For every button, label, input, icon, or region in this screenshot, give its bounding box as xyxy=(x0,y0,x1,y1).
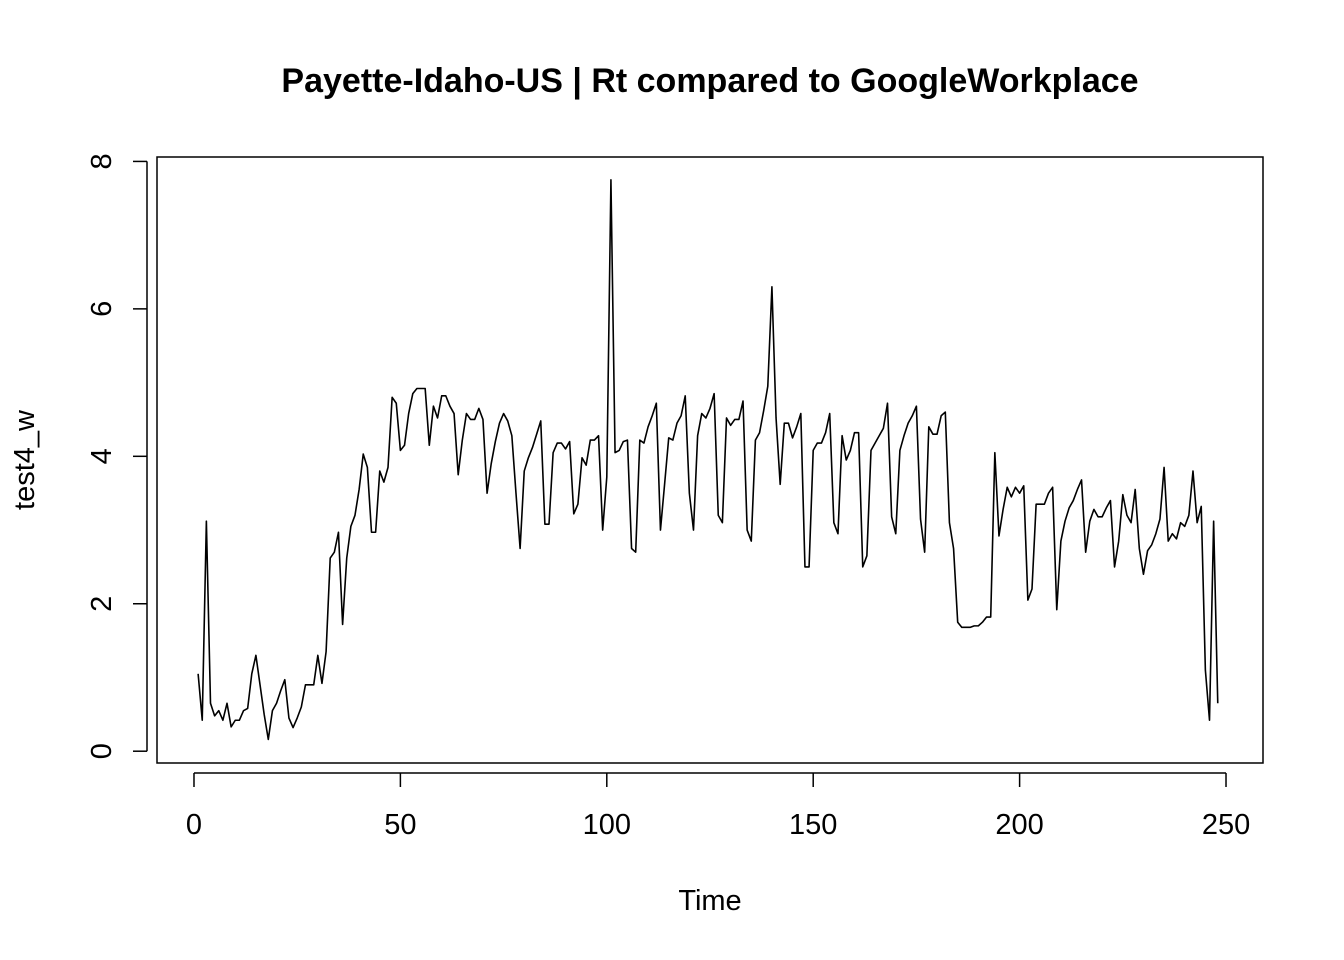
x-tick-label: 100 xyxy=(583,809,631,841)
x-tick-label: 200 xyxy=(995,809,1043,841)
chart-title: Payette-Idaho-US | Rt compared to Google… xyxy=(281,62,1138,100)
series-line xyxy=(197,179,1219,741)
x-tick-label: 0 xyxy=(186,809,202,841)
y-tick-label: 4 xyxy=(86,448,118,464)
x-axis: 0 50 100 150 200 250 xyxy=(186,772,1250,841)
x-tick-label: 150 xyxy=(789,809,837,841)
y-tick-label: 6 xyxy=(86,301,118,317)
y-tick-label: 2 xyxy=(86,596,118,612)
x-tick-label: 250 xyxy=(1202,809,1250,841)
y-tick-label: 8 xyxy=(86,153,118,169)
x-axis-label: Time xyxy=(678,885,741,917)
y-axis: 0 2 4 6 8 xyxy=(86,153,148,759)
plot-frame xyxy=(156,156,1264,764)
x-tick-label: 50 xyxy=(384,809,416,841)
y-axis-label: test4_w xyxy=(9,409,41,510)
y-tick-label: 0 xyxy=(86,743,118,759)
